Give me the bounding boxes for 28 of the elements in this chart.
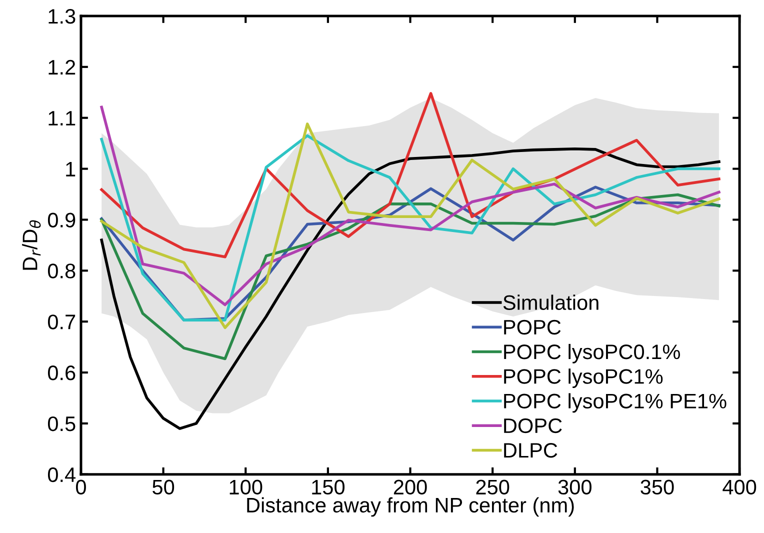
y-axis-title: D$_{r}$/D$_{θ}$ bbox=[22, 220, 41, 270]
y-tick-label: 1.1 bbox=[48, 111, 76, 126]
y-tick-label: 1 bbox=[66, 162, 76, 176]
legend-label: POPC bbox=[504, 320, 561, 335]
y-tick-label: 0.4 bbox=[48, 467, 76, 482]
y-tick-label: 0.8 bbox=[48, 264, 76, 278]
x-tick-label: 250 bbox=[476, 480, 510, 495]
legend-label: POPC lysoPC1% bbox=[504, 368, 663, 388]
legend-label: DLPC bbox=[504, 443, 558, 458]
x-axis-title: Distance away from NP center (nm) bbox=[247, 497, 574, 517]
y-tick-label: 1.3 bbox=[48, 8, 76, 24]
y-tick-label: 0.9 bbox=[48, 212, 76, 228]
y-tick-label: 0.6 bbox=[48, 366, 76, 380]
x-tick-label: 50 bbox=[152, 480, 174, 495]
y-tick-label: 0.7 bbox=[48, 314, 76, 330]
legend-label: Simulation bbox=[503, 294, 598, 310]
x-tick-label: 300 bbox=[558, 480, 592, 495]
legend-label: DOPC bbox=[504, 418, 562, 434]
x-tick-label: 200 bbox=[394, 480, 427, 495]
x-tick-label: 100 bbox=[230, 480, 262, 495]
legend-label: POPC lysoPC0.1% bbox=[504, 344, 680, 364]
y-tick-label: 1.2 bbox=[48, 60, 76, 74]
legend-label: POPC lysoPC1% PE1% bbox=[504, 393, 726, 413]
x-tick-label: 350 bbox=[640, 480, 674, 495]
x-tick-label: 400 bbox=[722, 480, 756, 495]
x-tick-label: 150 bbox=[312, 480, 345, 495]
x-tick-label: 0 bbox=[76, 480, 86, 495]
y-tick-label: 0.5 bbox=[48, 416, 76, 432]
